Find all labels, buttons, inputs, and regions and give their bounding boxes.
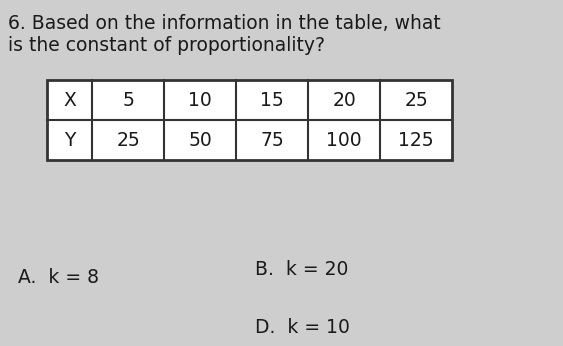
Text: Y: Y: [64, 130, 75, 149]
Text: B.  k = 20: B. k = 20: [255, 260, 348, 279]
Text: X: X: [63, 91, 76, 109]
Text: A.  k = 8: A. k = 8: [18, 268, 99, 287]
Text: is the constant of proportionality?: is the constant of proportionality?: [8, 36, 325, 55]
Text: D.  k = 10: D. k = 10: [255, 318, 350, 337]
Text: 125: 125: [398, 130, 434, 149]
Text: 6. Based on the information in the table, what: 6. Based on the information in the table…: [8, 14, 441, 33]
Text: 50: 50: [188, 130, 212, 149]
Text: 5: 5: [122, 91, 134, 109]
Text: 75: 75: [260, 130, 284, 149]
Text: 100: 100: [326, 130, 362, 149]
Text: 15: 15: [260, 91, 284, 109]
Bar: [47, 80, 452, 160]
Text: 20: 20: [332, 91, 356, 109]
Text: 10: 10: [188, 91, 212, 109]
Text: 25: 25: [404, 91, 428, 109]
Text: 25: 25: [116, 130, 140, 149]
